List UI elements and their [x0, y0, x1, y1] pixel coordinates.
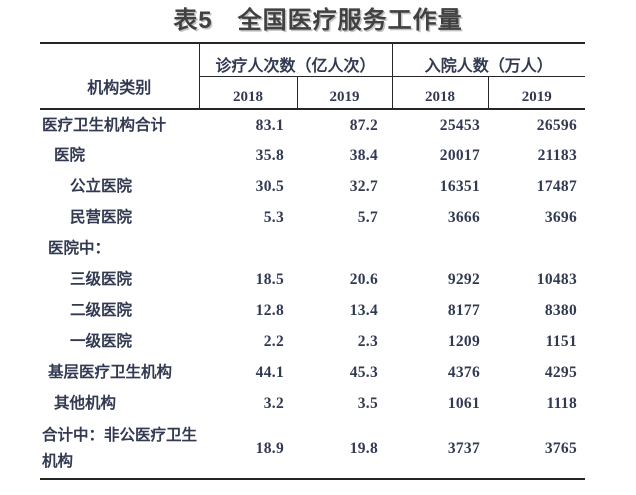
group-header-outpatient-visits: 诊疗人次数（亿人次） [199, 43, 393, 77]
table-row: 医院 35.8 38.4 20017 21183 [40, 140, 585, 171]
cell-value: 83.1 [255, 116, 284, 134]
cell-value: 9292 [447, 271, 481, 289]
cell-value: 2.3 [357, 333, 379, 351]
year-header-admissions-2018: 2018 [392, 76, 489, 110]
cell-value [297, 233, 392, 264]
cell-value: 3666 [447, 209, 481, 227]
cell-value: 3.5 [357, 395, 379, 413]
cell-value: 8177 [447, 302, 481, 320]
table-row: 医院中： [40, 233, 585, 264]
cell-value: 3765 [544, 440, 578, 458]
table-row: 医疗卫生机构合计 83.1 87.2 25453 26596 [40, 109, 585, 140]
cell-value: 1151 [545, 333, 578, 351]
cell-value: 4295 [544, 364, 578, 382]
cell-value: 25453 [439, 116, 481, 134]
year-header-admissions-2019: 2019 [488, 76, 586, 110]
row-label: 公立医院 [70, 178, 133, 196]
header-year-row: 2018 2019 2018 2019 [40, 76, 586, 110]
cell-value: 10483 [536, 271, 578, 289]
row-label: 医院 [54, 147, 86, 165]
header-group-row: 机构类别 诊疗人次数（亿人次） 入院人数（万人） [40, 43, 586, 110]
cell-value: 20.6 [349, 271, 379, 289]
table-row: 其他机构 3.2 3.5 1061 1118 [40, 388, 585, 419]
table-row: 公立医院 30.5 32.7 16351 17487 [40, 171, 585, 202]
table-title: 表5 全国医疗服务工作量 [173, 7, 463, 34]
row-label: 民营医院 [70, 209, 133, 227]
cell-value: 2.2 [263, 333, 284, 351]
cell-value: 5.3 [263, 209, 284, 227]
cell-value [199, 233, 297, 264]
year-header-visits-2019: 2019 [297, 76, 393, 110]
year-header-visits-2018: 2018 [199, 76, 298, 110]
medical-service-workload-table: 机构类别 诊疗人次数（亿人次） 入院人数（万人） 2018 2019 2018 … [40, 42, 586, 480]
corner-header-institution-category: 机构类别 [40, 43, 200, 110]
cell-value: 32.7 [349, 178, 379, 196]
row-label: 三级医院 [70, 271, 133, 289]
cell-value: 87.2 [349, 116, 379, 134]
table-row: 基层医疗卫生机构 44.1 45.3 4376 4295 [40, 357, 585, 388]
cell-value: 38.4 [349, 147, 379, 165]
cell-value: 16351 [439, 178, 481, 196]
cell-value [488, 233, 585, 264]
cell-value: 35.8 [255, 147, 284, 165]
cell-value: 26596 [536, 116, 578, 134]
cell-value: 18.9 [255, 440, 284, 458]
cell-value: 3696 [544, 209, 578, 227]
row-label: 其他机构 [54, 395, 117, 413]
cell-value: 44.1 [255, 364, 284, 382]
table-row: 合计中：非公医疗卫生机构 18.9 19.8 3737 3765 [40, 419, 585, 479]
row-label: 医疗卫生机构合计 [42, 116, 167, 134]
group-header-admissions: 入院人数（万人） [392, 43, 586, 77]
table-row: 二级医院 12.8 13.4 8177 8380 [40, 295, 585, 326]
cell-value: 18.5 [255, 271, 284, 289]
cell-value: 1118 [546, 395, 578, 413]
table-row: 一级医院 2.2 2.3 1209 1151 [40, 326, 585, 357]
cell-value: 17487 [536, 178, 578, 196]
cell-value: 3737 [447, 440, 481, 458]
cell-value: 45.3 [349, 364, 379, 382]
row-label: 医院中： [48, 240, 111, 258]
cell-value: 1061 [447, 395, 481, 413]
row-label: 二级医院 [70, 302, 133, 320]
cell-value: 4376 [447, 364, 481, 382]
row-label: 基层医疗卫生机构 [48, 364, 173, 382]
cell-value: 21183 [537, 147, 578, 165]
table-row: 三级医院 18.5 20.6 9292 10483 [40, 264, 585, 295]
cell-value: 19.8 [349, 440, 379, 458]
cell-value: 8380 [544, 302, 578, 320]
cell-value [392, 233, 488, 264]
cell-value: 3.2 [263, 395, 284, 413]
cell-value: 20017 [439, 147, 481, 165]
cell-value: 30.5 [255, 178, 284, 196]
row-label: 一级医院 [70, 333, 133, 351]
cell-value: 12.8 [255, 302, 284, 320]
row-label: 合计中：非公医疗卫生机构 [42, 427, 198, 471]
cell-value: 5.7 [357, 209, 379, 227]
cell-value: 13.4 [349, 302, 379, 320]
table-row: 民营医院 5.3 5.7 3666 3696 [40, 202, 585, 233]
cell-value: 1209 [447, 333, 481, 351]
